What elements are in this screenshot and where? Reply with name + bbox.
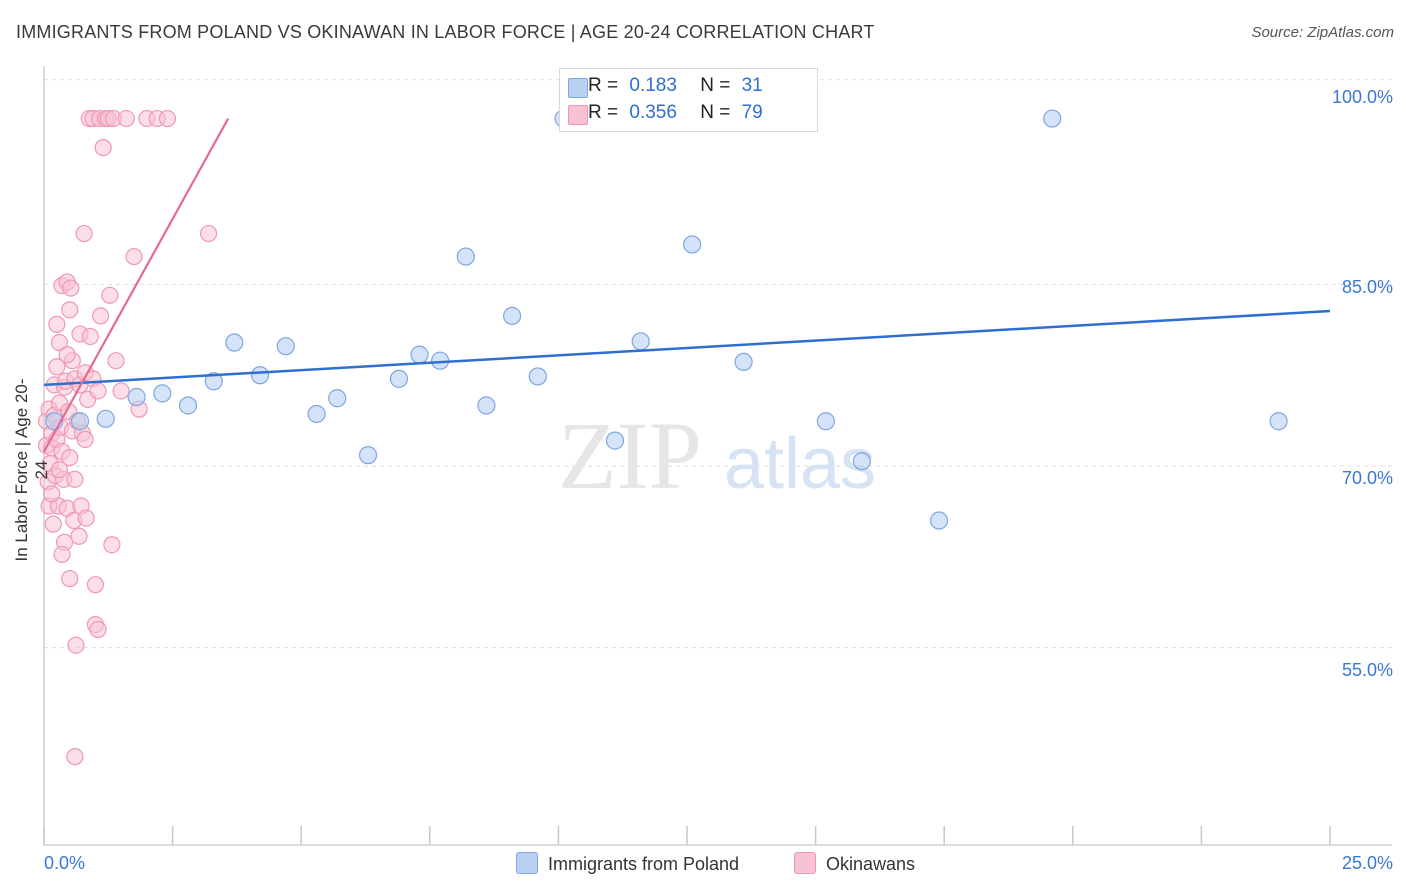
- okinawa-point: [61, 570, 79, 588]
- okinawa-point: [107, 352, 125, 370]
- poland-legend-swatch: [516, 852, 538, 874]
- okinawa-point: [101, 286, 119, 304]
- poland-point: [307, 404, 326, 424]
- poland-point: [816, 412, 835, 431]
- poland-point: [225, 333, 244, 352]
- n-value: 79: [741, 102, 763, 123]
- okinawa-point: [77, 509, 95, 527]
- legend-row-okinawa: R = 0.356 N = 79: [568, 102, 763, 126]
- okinawa-point: [44, 515, 62, 533]
- okinawa-point: [43, 485, 61, 503]
- okinawa-point: [89, 620, 107, 639]
- poland-point: [153, 384, 172, 403]
- tick-labels: 55.0% 70.0% 85.0% 100.0% 0.0% 25.0%: [44, 87, 1393, 873]
- r-value: 0.183: [629, 75, 677, 96]
- okinawa-point: [89, 382, 107, 400]
- poland-point: [127, 387, 146, 407]
- okinawa-legend-swatch: [794, 852, 816, 874]
- okinawa-point: [81, 327, 99, 346]
- okinawa-point: [48, 358, 66, 376]
- poland-point: [852, 452, 871, 471]
- okinawa-legend-label: Okinawans: [826, 854, 916, 874]
- poland-trend-line: [43, 309, 1331, 387]
- poland-legend-label: Immigrants from Poland: [548, 854, 740, 874]
- poland-point: [605, 431, 625, 450]
- legend-row-poland: R = 0.183 N = 31: [568, 75, 763, 99]
- legend-item-poland: Immigrants from Poland: [516, 852, 739, 875]
- okinawa-point: [50, 461, 69, 479]
- okinawa-point: [117, 109, 135, 128]
- stats-legend: R = 0.183 N = 31 R = 0.356 N = 79: [559, 68, 818, 132]
- okinawa-point: [70, 527, 88, 545]
- okinawa-point: [76, 430, 94, 448]
- okinawa-point: [67, 636, 85, 654]
- poland-point: [456, 247, 475, 266]
- poland-point: [178, 396, 198, 415]
- x-tick-label: 0.0%: [44, 853, 85, 873]
- poland-point: [358, 446, 378, 465]
- x-tick-label: 25.0%: [1342, 853, 1393, 873]
- poland-swatch: [568, 78, 588, 98]
- poland-point: [1269, 412, 1288, 431]
- source-note: Source: ZipAtlas.com: [1251, 24, 1394, 41]
- poland-point: [631, 332, 650, 351]
- watermark-zip: ZIP: [558, 402, 702, 509]
- y-axis-label: In Labor Force | Age 20-24: [12, 378, 51, 562]
- okinawa-trend-line: [43, 118, 230, 453]
- r-value: 0.356: [629, 102, 677, 123]
- okinawa-swatch: [568, 105, 588, 125]
- okinawa-point: [66, 748, 84, 766]
- okinawa-point: [62, 279, 80, 297]
- n-label: N =: [700, 75, 731, 96]
- poland-point: [503, 306, 522, 325]
- okinawans-points: [37, 109, 218, 766]
- okinawa-point: [61, 301, 79, 319]
- poland-point: [477, 396, 496, 415]
- y-tick-label: 100.0%: [1332, 87, 1393, 107]
- axes: [43, 66, 1392, 846]
- poland-point: [683, 235, 702, 254]
- y-tick-label: 85.0%: [1342, 277, 1393, 297]
- r-label: R =: [588, 102, 619, 123]
- okinawa-point: [58, 346, 76, 364]
- okinawa-point: [50, 333, 69, 352]
- okinawa-point: [158, 109, 177, 128]
- okinawa-point: [75, 224, 93, 243]
- chart-title: IMMIGRANTS FROM POLAND VS OKINAWAN IN LA…: [16, 22, 875, 42]
- okinawa-point: [66, 470, 84, 488]
- poland-point: [734, 352, 753, 372]
- okinawa-point: [125, 247, 143, 266]
- gridlines: [44, 79, 1392, 649]
- okinawa-point: [94, 138, 112, 157]
- okinawa-point: [112, 382, 130, 400]
- poland-point: [250, 366, 270, 385]
- n-label: N =: [700, 102, 731, 123]
- okinawa-point: [48, 315, 66, 333]
- poland-point: [70, 412, 90, 431]
- poland-point: [929, 511, 949, 530]
- okinawa-point: [53, 545, 71, 564]
- okinawa-point: [86, 576, 105, 594]
- poland-point: [204, 372, 223, 391]
- poland-point: [96, 409, 115, 428]
- poland-point: [528, 367, 547, 386]
- okinawa-point: [103, 536, 121, 554]
- poland-point: [1043, 109, 1062, 128]
- okinawa-point: [91, 307, 110, 325]
- watermark-atlas: atlas: [724, 424, 876, 504]
- poland-point: [410, 345, 429, 364]
- n-value: 31: [741, 75, 763, 96]
- trend-lines: [43, 118, 1331, 453]
- okinawa-point: [61, 448, 79, 467]
- y-tick-label: 55.0%: [1342, 660, 1393, 680]
- okinawa-point: [200, 224, 218, 243]
- y-tick-label: 70.0%: [1342, 468, 1393, 488]
- poland-points: [45, 109, 1288, 530]
- r-label: R =: [588, 75, 619, 96]
- poland-point: [328, 389, 347, 408]
- legend-item-okinawa: Okinawans: [794, 852, 915, 875]
- poland-point: [276, 337, 295, 356]
- poland-point: [389, 369, 409, 388]
